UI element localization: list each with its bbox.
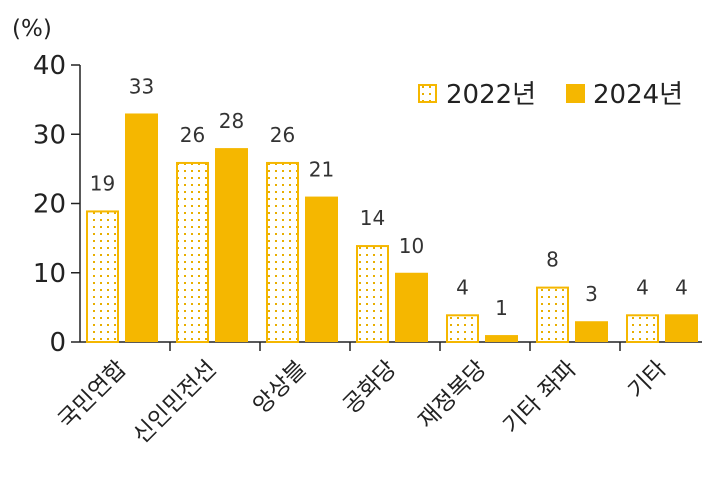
data-labels-group: 19 33 26 28 26 21 14 10 4 1 8 3 4 4 — [90, 74, 688, 320]
bar-2024-3 — [395, 272, 428, 342]
bar-2022-3 — [356, 245, 389, 343]
data-label-2024-1: 28 — [219, 109, 244, 133]
bar-2022-2 — [266, 161, 299, 343]
data-label-2024-5: 3 — [585, 282, 598, 306]
y-tick-label: 10 — [33, 259, 66, 289]
data-label-2022-5: 8 — [546, 248, 559, 272]
bar-2022-0 — [86, 210, 119, 343]
bar-2024-4 — [485, 335, 518, 342]
data-label-2022-4: 4 — [456, 275, 469, 299]
data-label-2024-6: 4 — [675, 275, 688, 299]
data-label-2024-2: 21 — [309, 158, 334, 182]
bar-2024-0 — [125, 113, 158, 342]
data-label-2022-0: 19 — [90, 171, 115, 195]
bar-2024-1 — [215, 148, 248, 342]
bar-2022-1 — [176, 161, 209, 343]
legend-swatch-2024 — [566, 84, 585, 103]
x-tick-label-0: 국민연합 — [54, 356, 132, 434]
legend: 2022년 2024년 — [418, 80, 683, 110]
bar-2022-6 — [626, 314, 659, 343]
data-label-2024-3: 10 — [399, 234, 424, 258]
data-label-2024-4: 1 — [495, 296, 508, 320]
bar-2024-5 — [575, 321, 608, 342]
x-axis-ticks — [169, 342, 621, 351]
data-label-2022-6: 4 — [636, 275, 649, 299]
bars-group — [86, 113, 698, 344]
bar-2022-4 — [446, 314, 479, 343]
y-axis-ticks: 0 10 20 30 40 — [33, 51, 80, 358]
y-tick-label: 30 — [33, 120, 66, 150]
bar-2024-6 — [665, 314, 698, 342]
legend-label-2022: 2022년 — [446, 80, 536, 110]
y-tick-label: 40 — [33, 51, 66, 81]
x-tick-label-4: 재정복당 — [414, 356, 492, 434]
bar-2022-5 — [536, 286, 569, 344]
y-unit-label: (%) — [12, 16, 52, 42]
x-tick-label-6: 기타 — [623, 356, 671, 404]
legend-swatch-2022 — [418, 84, 437, 103]
bar-2024-2 — [305, 196, 338, 342]
x-tick-label-5: 기타 좌파 — [498, 356, 581, 439]
y-tick-label: 20 — [33, 190, 66, 220]
x-tick-label-1: 신인민전선 — [129, 356, 222, 449]
legend-label-2024: 2024년 — [593, 80, 683, 110]
x-tick-label-3: 공화당 — [338, 356, 401, 419]
data-label-2022-2: 26 — [270, 123, 295, 147]
x-tick-label-2: 앙상블 — [248, 356, 311, 419]
data-label-2022-3: 14 — [360, 206, 385, 230]
data-label-2024-0: 33 — [129, 74, 154, 98]
data-label-2022-1: 26 — [180, 123, 205, 147]
y-tick-label: 0 — [49, 328, 66, 358]
